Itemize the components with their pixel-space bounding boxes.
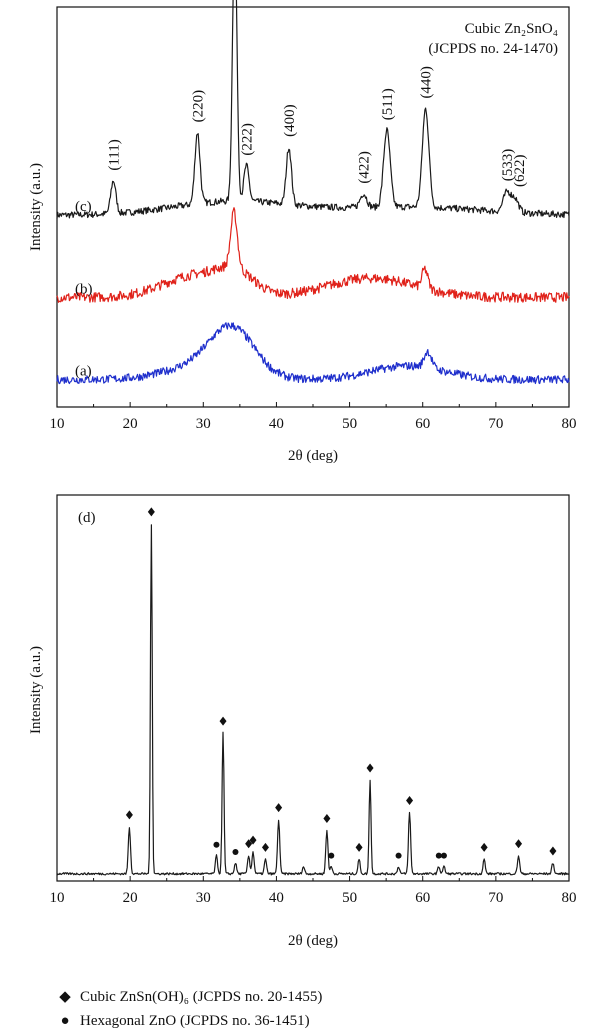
top-peak-labels: (111)(220)(311)(222)(400)(422)(511)(440)… [106,66,528,187]
diamond-marker [147,507,155,517]
circle-marker [328,852,335,859]
peak-label: (511) [380,88,396,120]
bottom-x-ticks: 10 20 30 40 50 60 70 80 [50,876,577,906]
circle-marker [435,852,442,859]
peak-label: (440) [419,66,435,99]
peak-label: (622) [512,154,528,187]
x-tick-label: 80 [562,890,577,906]
legend-item-zinc-tin-hydroxide: ◆ Cubic ZnSn(OH)₆ (JCPDS no. 20-1455) [58,988,322,1006]
circle-marker [440,852,447,859]
diamond-marker-icon: ◆ [59,989,71,1005]
xrd-trace-b [56,207,570,303]
top-annotation-reference: (JCPDS no. 24-1470) [428,41,558,57]
x-tick-label: 10 [50,890,65,906]
top-series-labels: (c) (b) (a) [75,199,93,379]
diamond-marker [245,839,253,849]
xrd-trace-c [56,0,570,219]
top-series-group [56,0,570,385]
x-tick-label: 50 [342,416,357,432]
bottom-plot-frame [56,494,570,882]
circle-marker [395,852,402,859]
bottom-panel-label: (d) [78,510,96,526]
diamond-marker [323,813,331,823]
diamond-marker [275,803,283,813]
diamond-marker [515,839,523,849]
peak-label: (222) [239,123,255,156]
x-tick-label: 30 [196,890,211,906]
series-label: (b) [75,281,93,297]
x-tick-label: 70 [488,416,503,432]
peak-label: (220) [190,90,206,123]
diamond-marker [125,810,133,820]
x-tick-label: 60 [415,416,430,432]
xrd-trace-a [56,322,570,385]
circle-marker [213,841,220,848]
xrd-trace-d [56,524,570,876]
x-tick-label: 40 [269,890,284,906]
x-tick-label: 40 [269,416,284,432]
diamond-marker [549,846,557,856]
x-tick-label: 50 [342,890,357,906]
bottom-phase-markers [125,507,557,859]
legend-label-zinc-oxide: Hexagonal ZnO (JCPDS no. 36-1451) [80,1013,310,1029]
bottom-y-axis-title: Intensity (a.u.) [28,646,44,734]
diamond-marker [249,835,257,845]
x-tick-label: 80 [562,416,577,432]
top-x-axis-title: 2θ (deg) [288,448,338,464]
legend-item-zinc-oxide: ● Hexagonal ZnO (JCPDS no. 36-1451) [58,1012,310,1030]
diamond-marker [355,842,363,852]
peak-label: (422) [356,151,372,184]
x-tick-label: 20 [123,416,138,432]
bottom-x-axis-title: 2θ (deg) [288,933,338,949]
diamond-marker [480,842,488,852]
diamond-marker [261,842,269,852]
panel-bottom: 10 20 30 40 50 60 70 80 (d) 2θ (deg) Intensity … [28,494,577,949]
peak-label: (533) [500,149,516,182]
diamond-marker [406,795,414,805]
x-tick-label: 30 [196,416,211,432]
top-annotation-title: Cubic Zn₂SnO₄ [465,21,558,37]
x-tick-label: 20 [123,890,138,906]
circle-marker [232,848,239,855]
top-x-ticks: 10 20 30 40 50 60 70 80 [50,402,577,432]
top-y-axis-title: Intensity (a.u.) [28,163,44,251]
bottom-series-group [56,524,570,876]
diamond-marker [366,763,374,773]
peak-label: (111) [106,139,122,170]
x-tick-label: 70 [488,890,503,906]
legend-label-zinc-tin-hydroxide: Cubic ZnSn(OH)₆ (JCPDS no. 20-1455) [80,989,323,1005]
circle-marker-icon: ● [60,1013,70,1029]
diamond-marker [219,716,227,726]
series-label: (a) [75,364,92,380]
x-tick-label: 10 [50,416,65,432]
x-tick-label: 60 [415,890,430,906]
series-label: (c) [75,199,92,215]
peak-label: (400) [282,104,298,137]
